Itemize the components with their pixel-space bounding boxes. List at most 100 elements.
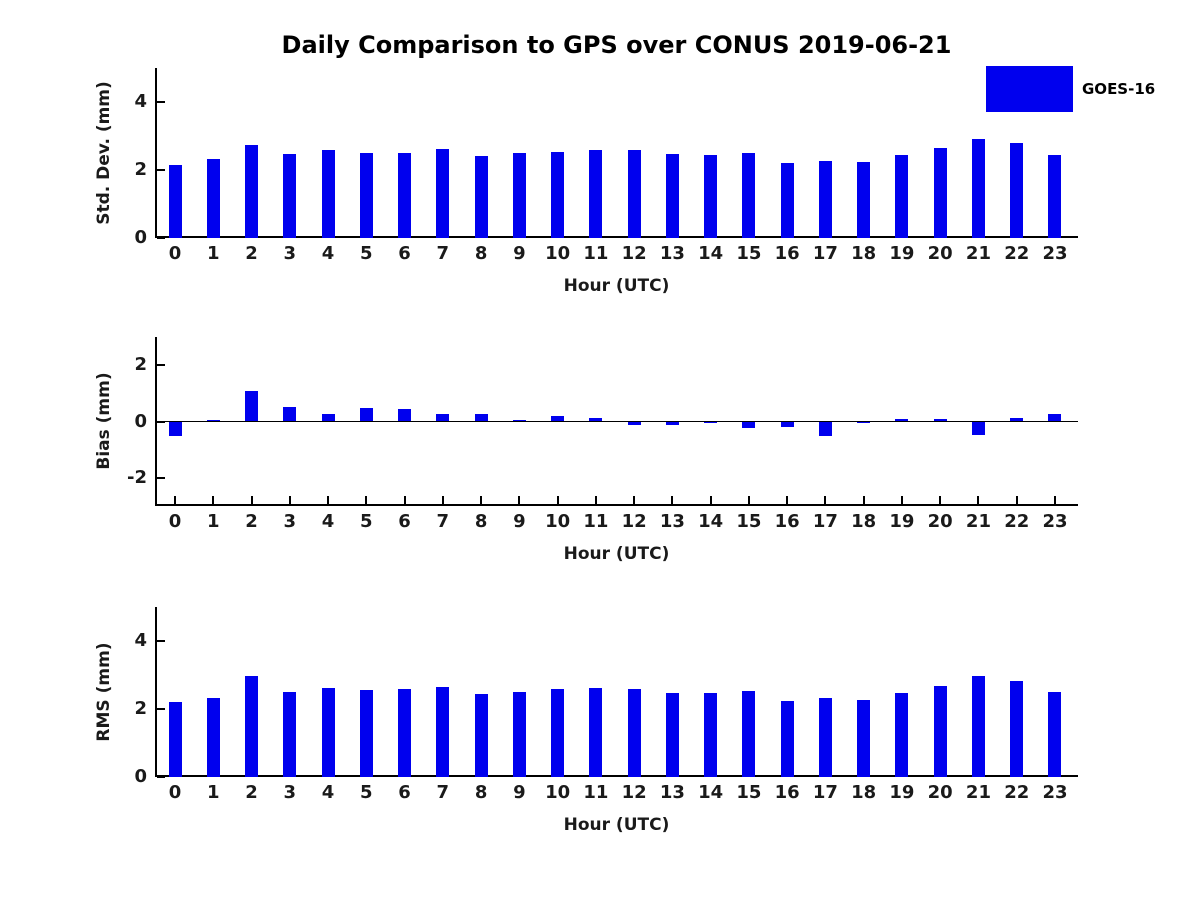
x-tick-mark [786,496,789,504]
x-tick-label: 4 [321,511,335,532]
bar-hour-19 [895,418,909,422]
x-tick-mark [556,496,559,504]
x-tick-label: 12 [621,243,647,264]
bar-hour-3 [283,691,297,777]
x-tick-label: 1 [206,243,220,264]
x-tick-label: 23 [1042,511,1068,532]
x-tick-label: 20 [927,511,953,532]
bar-hour-8 [474,413,488,422]
x-tick-mark [633,496,636,504]
x-tick-mark [365,496,368,504]
bar-hour-1 [206,159,220,238]
bar-hour-10 [551,689,565,777]
x-tick-label: 5 [360,243,373,264]
bar-hour-20 [933,147,947,238]
x-tick-label: 1 [206,782,220,803]
bar-hour-10 [551,415,565,422]
bar-hour-7 [436,148,450,238]
x-tick-mark [747,496,750,504]
bar-hour-20 [933,419,947,422]
x-tick-label: 16 [774,243,800,264]
y-tick-label: 0 [134,227,147,248]
bar-hour-0 [168,701,182,777]
x-tick-label: 16 [774,782,800,803]
x-tick-mark [862,496,865,504]
x-tick-label: 18 [851,243,877,264]
bar-hour-13 [665,421,679,426]
bar-hour-9 [512,153,526,238]
bar-hour-12 [627,688,641,777]
bar-hour-12 [627,150,641,238]
bar-hour-6 [398,408,412,422]
bar-hour-15 [742,691,756,777]
x-tick-label: 18 [851,782,877,803]
x-tick-label: 2 [245,511,258,532]
x-tick-label: 11 [583,511,609,532]
x-tick-label: 3 [283,511,297,532]
bar-hour-0 [168,421,182,437]
y-tick-label: -2 [127,466,147,488]
bar-hour-14 [704,693,718,777]
rms-y-axis-label: RMS (mm) [94,642,114,742]
x-tick-label: 12 [621,511,647,532]
zero-line [157,421,1078,422]
stddev-x-axis-label: Hour (UTC) [563,276,670,296]
y-tick-label: 4 [134,91,147,112]
bar-hour-16 [780,162,794,238]
bar-hour-5 [359,689,373,777]
x-tick-label: 8 [474,782,488,803]
bar-hour-3 [283,154,297,238]
x-tick-label: 23 [1042,243,1068,264]
bar-hour-5 [359,153,373,238]
bar-hour-15 [742,153,756,238]
x-tick-label: 7 [436,243,450,264]
legend-label-goes16: GOES-16 [1082,80,1156,98]
x-tick-label: 6 [398,511,411,532]
y-tick-mark [157,776,165,778]
y-tick-mark [157,708,165,710]
bar-hour-6 [398,689,412,777]
x-tick-label: 0 [168,243,182,264]
x-tick-label: 10 [545,511,571,532]
bar-hour-23 [1048,692,1062,777]
bar-hour-13 [665,154,679,238]
x-tick-mark [977,496,980,504]
x-tick-label: 19 [889,782,915,803]
bar-hour-1 [206,697,220,777]
x-tick-mark [174,496,176,504]
x-tick-label: 17 [812,782,838,803]
x-tick-label: 22 [1004,782,1030,803]
x-tick-label: 3 [283,243,297,264]
bar-hour-17 [818,160,832,238]
x-tick-mark [212,496,215,504]
x-tick-label: 5 [360,511,373,532]
x-tick-label: 9 [513,243,526,264]
bar-hour-4 [321,413,335,422]
y-tick-label: 2 [134,698,147,719]
x-tick-label: 20 [927,782,953,803]
bar-hour-2 [245,391,259,422]
bar-hour-14 [704,155,718,238]
bar-hour-16 [780,701,794,777]
y-tick-label: 0 [134,410,147,432]
y-tick-mark [157,640,165,642]
x-tick-label: 4 [321,782,335,803]
x-tick-mark [403,496,406,504]
bar-hour-23 [1048,154,1062,238]
x-tick-label: 6 [398,782,411,803]
bar-hour-9 [512,691,526,777]
x-tick-label: 22 [1004,243,1030,264]
x-tick-label: 2 [245,782,258,803]
bar-hour-5 [359,407,373,422]
x-tick-label: 0 [168,511,182,532]
x-tick-label: 21 [965,511,991,532]
bar-hour-17 [818,697,832,777]
bar-hour-7 [436,413,450,422]
x-tick-label: 18 [851,511,877,532]
figure-title: Daily Comparison to GPS over CONUS 2019-… [281,31,952,59]
bar-hour-8 [474,694,488,777]
x-tick-label: 14 [698,782,724,803]
x-tick-label: 12 [621,782,647,803]
x-tick-label: 9 [513,511,526,532]
